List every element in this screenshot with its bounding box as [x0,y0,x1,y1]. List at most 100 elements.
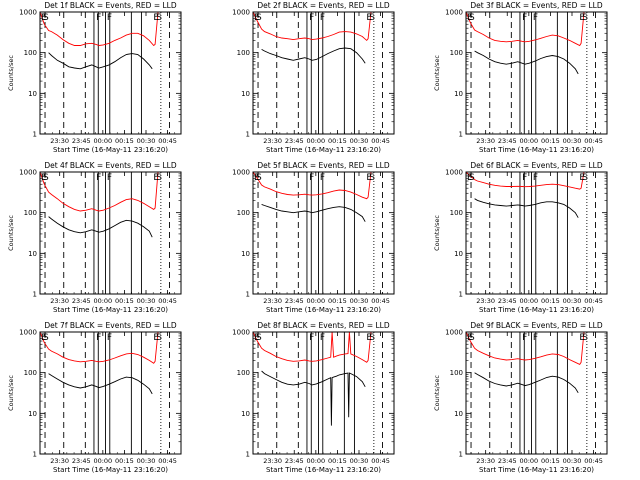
series-events-line [474,372,579,394]
panel-det-9: Det 9f BLACK = Events, RED = LLD Counts/s… [433,321,608,474]
y-tick-label: 10 [241,250,250,258]
x-tick-label: 00:00 [93,137,112,145]
x-tick-label: 00:30 [137,137,156,145]
x-tick-label: 00:00 [519,457,538,465]
y-tick-label: 1000 [445,169,463,177]
x-tick-label: 00:45 [158,137,177,145]
series-group [40,332,159,395]
marker-label-e: E [254,13,260,23]
marker-label-f: F [107,13,112,23]
x-axis-label: Start Time (16-May-11 23:16:20) [53,466,168,474]
marker-label-f: F [309,13,314,23]
x-tick-label: 23:45 [72,457,91,465]
x-tick-label: 23:45 [498,137,517,145]
x-tick-label: 23:30 [476,457,495,465]
series-events-line [261,203,366,222]
panel-title: Det 5f BLACK = Events, RED = LLD [257,161,390,170]
marker-label-f: F [309,173,314,183]
panel-det-8: Det 8f BLACK = Events, RED = LLD 1 10 100 10… [232,321,395,474]
marker-label-s: S [369,13,375,23]
x-tick-label: 23:30 [263,297,282,305]
x-tick-label: 00:30 [137,457,156,465]
series-group [253,12,372,64]
x-axis-label: Start Time (16-May-11 23:16:20) [479,466,594,474]
series-lld-line [253,172,372,200]
x-tick-label: 00:15 [328,137,347,145]
x-tick-label: 00:30 [350,457,369,465]
y-tick-label: 100 [24,49,37,57]
marker-label-f: F [533,13,538,23]
x-tick-label: 23:45 [498,297,517,305]
panel-title: Det 7f BLACK = Events, RED = LLD [44,321,177,330]
y-tick-label: 100 [450,49,463,57]
marker-label-f: F [96,333,101,343]
y-tick-label: 100 [24,209,37,217]
y-tick-label: 1 [459,131,463,139]
y-tick-label: 1000 [445,329,463,337]
y-tick-label: 100 [237,209,250,217]
marker-label-s: S [43,173,49,183]
marker-label-e: E [254,173,260,183]
x-tick-label: 00:00 [519,137,538,145]
x-tick-label: 23:30 [476,137,495,145]
series-events-line [48,216,153,238]
series-lld-line [40,172,159,212]
series-lld-line [40,12,159,47]
marker-label-f: F [96,173,101,183]
series-events-line [474,198,579,218]
y-tick-label: 1000 [232,9,250,17]
y-tick-label: 10 [454,410,463,418]
y-tick-label: 100 [237,369,250,377]
marker-label-f: F [522,13,527,23]
marker-label-s: S [156,13,162,23]
marker-label-e: E [467,173,473,183]
marker-label-s: S [156,173,162,183]
x-tick-label: 23:45 [72,137,91,145]
x-tick-label: 23:30 [50,297,69,305]
y-tick-label: 100 [450,209,463,217]
x-tick-label: 00:15 [541,297,560,305]
plot-frame [39,11,182,135]
plot-frame [465,11,608,135]
marker-label-s: S [469,173,475,183]
panel-det-6: Det 6f BLACK = Events, RED = LLD Counts/s… [433,161,608,314]
series-lld-line [40,332,159,364]
marker-label-f: F [107,333,112,343]
series-group [253,172,372,222]
x-tick-label: 23:30 [50,137,69,145]
marker-label-f: F [320,13,325,23]
y-axis-label: Counts/sec [7,215,15,251]
series-events-line [48,52,153,70]
x-tick-label: 00:30 [350,297,369,305]
series-group [40,172,159,238]
y-tick-label: 1 [246,131,250,139]
x-tick-label: 23:30 [263,137,282,145]
marker-label-e: E [467,13,473,23]
panel-det-2: Det 2f BLACK = Events, RED = LLD 1 10 100 10… [232,1,395,154]
marker-label-e: E [467,333,473,343]
marker-label-s: S [156,333,162,343]
y-tick-label: 10 [241,410,250,418]
y-axis-label: Counts/sec [7,55,15,91]
marker-label-s: S [469,13,475,23]
marker-label-s: S [582,333,588,343]
y-tick-label: 1 [246,291,250,299]
marker-label-e: E [366,173,372,183]
panel-title: Det 9f BLACK = Events, RED = LLD [470,321,603,330]
y-tick-label: 1000 [445,9,463,17]
marker-label-s: S [256,13,262,23]
y-tick-label: 1000 [19,169,37,177]
marker-label-f: F [96,13,101,23]
series-events-line [261,370,366,426]
x-axis-label: Start Time (16-May-11 23:16:20) [53,306,168,314]
panel-title: Det 4f BLACK = Events, RED = LLD [44,161,177,170]
series-group [40,12,159,70]
x-tick-label: 00:15 [115,137,134,145]
x-tick-label: 00:00 [306,457,325,465]
y-tick-label: 10 [454,90,463,98]
marker-label-e: E [579,333,585,343]
x-tick-label: 00:30 [563,457,582,465]
x-tick-label: 00:45 [584,457,603,465]
x-tick-label: 00:30 [350,137,369,145]
